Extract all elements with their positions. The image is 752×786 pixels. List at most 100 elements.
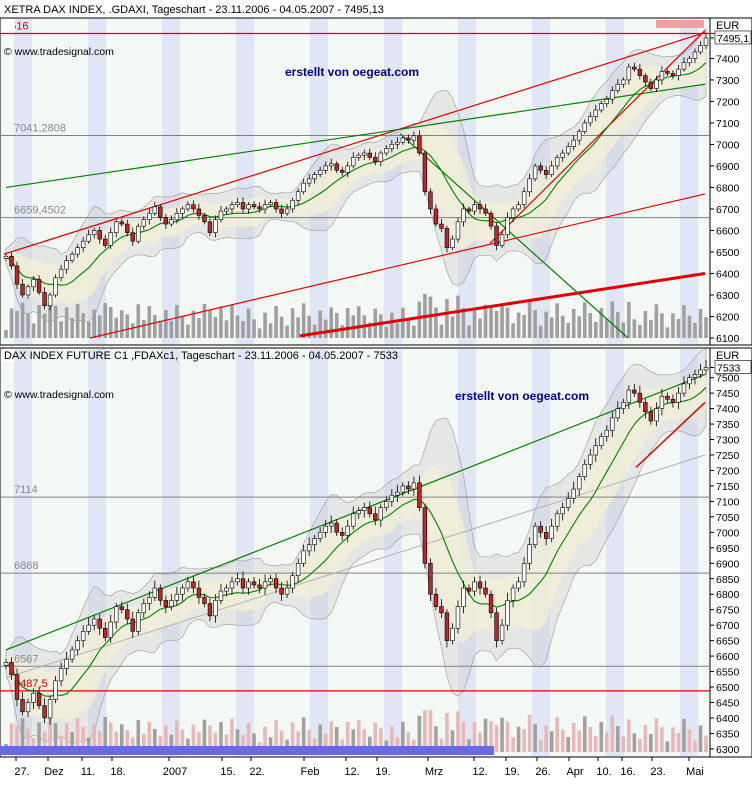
candle-body	[444, 228, 450, 248]
y-tick-label: 7050	[716, 512, 740, 524]
y-tick-label: 7400	[716, 53, 740, 65]
volume-bar	[538, 739, 543, 752]
volume-bar	[197, 732, 201, 752]
volume-bar	[164, 310, 168, 338]
candle-body	[648, 411, 654, 422]
volume-bar	[334, 727, 339, 752]
trend-steep	[489, 30, 706, 244]
candle-body	[588, 454, 593, 465]
candle-body	[527, 544, 532, 564]
candle-body	[543, 532, 549, 539]
volume-bar	[119, 310, 124, 338]
candle-body	[284, 208, 290, 214]
y-tick-label: 6950	[716, 543, 740, 555]
volume-bar	[92, 309, 96, 338]
candle-body	[532, 525, 538, 546]
candle-body	[538, 525, 543, 533]
candle-body	[36, 692, 42, 706]
candle-body	[621, 79, 626, 85]
volume-bar	[401, 307, 405, 338]
candle-body	[290, 575, 295, 589]
volume-bar	[676, 319, 681, 338]
candle-body	[538, 165, 543, 171]
candle-body	[279, 208, 284, 214]
candle-body	[411, 482, 417, 490]
volume-bar	[511, 323, 515, 338]
week-band	[236, 349, 254, 756]
volume-bar	[610, 301, 615, 338]
title-bg	[1, 19, 15, 32]
candle-body	[64, 260, 69, 270]
y-tick-label: 6600	[716, 225, 740, 237]
y-tick-label: 6900	[716, 558, 740, 570]
bollinger-inner	[6, 43, 706, 305]
candle-body	[86, 234, 91, 242]
volume-bar	[285, 325, 289, 338]
volume-bar	[279, 316, 284, 338]
volume-bar	[307, 315, 311, 338]
candle-body	[213, 600, 218, 617]
trend-upper	[3, 32, 706, 255]
candle-body	[433, 593, 439, 607]
volume-bar	[417, 301, 422, 338]
x-tick-label: 2007	[163, 766, 187, 778]
volume-bar	[616, 726, 620, 752]
volume-bar	[26, 313, 30, 338]
candle-body	[632, 389, 637, 394]
volume-bar	[604, 318, 609, 338]
y-tick-label: 7400	[716, 404, 740, 416]
volume-bar	[522, 315, 526, 338]
volume-bar	[417, 715, 422, 752]
candle-body	[257, 206, 262, 210]
y-tick-label: 7300	[716, 435, 740, 447]
candle-body	[604, 98, 609, 104]
volume-bar	[86, 737, 91, 752]
candle-body	[676, 392, 681, 403]
y-tick-label: 6850	[716, 574, 740, 586]
candle-body	[163, 600, 169, 607]
y-tick-label: 7450	[716, 388, 740, 400]
y-tick-label: 6600	[716, 651, 740, 663]
candle-body	[3, 661, 9, 666]
volume-bar	[527, 715, 532, 752]
volume-bar	[555, 717, 559, 752]
volume-bar	[169, 320, 174, 338]
volume-bar	[621, 322, 626, 338]
volume-bar	[593, 322, 598, 338]
y-tick-label: 7200	[716, 96, 740, 108]
candle-body	[147, 212, 152, 221]
volume-bar	[582, 716, 587, 752]
y-tick-label: 6500	[716, 682, 740, 694]
volume-bar	[235, 729, 240, 752]
volume-bar	[153, 315, 157, 338]
candle-body	[97, 618, 102, 629]
volume-bar	[15, 725, 19, 752]
volume-bar	[665, 327, 670, 338]
candle-body	[395, 141, 400, 145]
volume-bar	[704, 735, 708, 752]
volume-bar	[566, 323, 571, 338]
volume-bar	[472, 722, 477, 752]
volume-bar	[654, 718, 659, 752]
y-tick-label: 6300	[716, 744, 740, 756]
volume-bar	[516, 312, 521, 338]
y-axis-area	[709, 347, 752, 758]
volume-bar	[141, 320, 146, 338]
volume-bar	[114, 317, 119, 338]
volume-bar	[434, 307, 438, 338]
volume-bar	[318, 310, 322, 338]
candle-body	[240, 578, 246, 589]
candle-body	[69, 253, 75, 261]
candle-body	[362, 507, 367, 511]
volume-bar	[467, 325, 471, 338]
y-tick-label: 6100	[716, 333, 740, 345]
volume-bar	[186, 738, 190, 752]
volume-bar	[439, 738, 444, 752]
candle-body	[240, 202, 246, 210]
volume-bar	[235, 315, 240, 338]
volume-bar	[274, 306, 278, 338]
candle-body	[345, 525, 350, 536]
candle-body	[218, 590, 224, 601]
candle-body	[494, 612, 499, 641]
